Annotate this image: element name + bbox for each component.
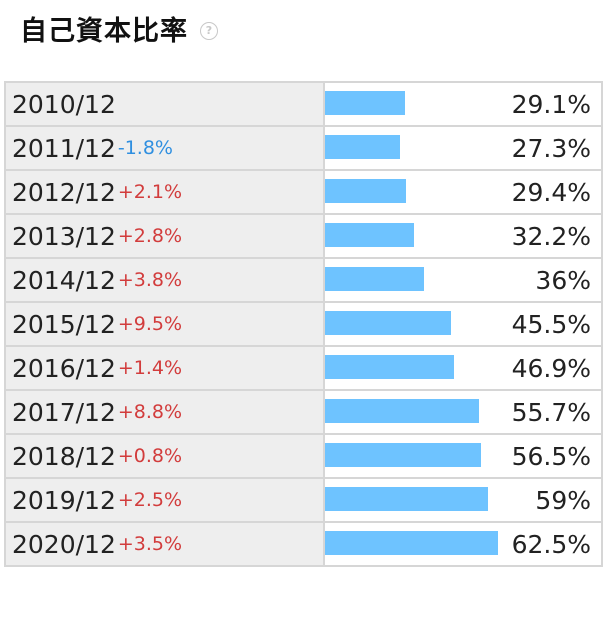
change-label: +0.8% (117, 445, 183, 467)
change-label: +2.8% (117, 225, 183, 247)
change-label: +3.5% (117, 533, 183, 555)
table-row: 2012/12 +2.1% 29.4% (4, 169, 603, 215)
value-label: 29.1% (511, 90, 591, 119)
value-label: 45.5% (511, 310, 591, 339)
table-row: 2011/12 -1.8% 27.3% (4, 125, 603, 171)
bar (325, 355, 454, 379)
bar (325, 487, 488, 511)
table-row: 2019/12 +2.5% 59% (4, 477, 603, 523)
year-cell: 2010/12 (4, 81, 325, 127)
value-label: 55.7% (511, 398, 591, 427)
change-label: +8.8% (117, 401, 183, 423)
page-title: 自己資本比率 (20, 15, 188, 47)
bar-cell: 59% (323, 477, 603, 523)
bar (325, 311, 451, 335)
value-label: 27.3% (511, 134, 591, 163)
table-row: 2016/12 +1.4% 46.9% (4, 345, 603, 391)
change-label: +1.4% (117, 357, 183, 379)
table-row: 2020/12 +3.5% 62.5% (4, 521, 603, 567)
bar (325, 179, 406, 203)
year-cell: 2013/12 +2.8% (4, 213, 325, 259)
table-row: 2013/12 +2.8% 32.2% (4, 213, 603, 259)
bar-cell: 27.3% (323, 125, 603, 171)
change-label: +9.5% (117, 313, 183, 335)
table-row: 2018/12 +0.8% 56.5% (4, 433, 603, 479)
table-row: 2015/12 +9.5% 45.5% (4, 301, 603, 347)
bar-cell: 62.5% (323, 521, 603, 567)
bar (325, 531, 498, 555)
question-circle-icon[interactable]: ? (200, 22, 218, 40)
category-label: 2015/12 (12, 309, 116, 339)
year-cell: 2019/12 +2.5% (4, 477, 325, 523)
bar-cell: 32.2% (323, 213, 603, 259)
change-label: -1.8% (117, 137, 173, 159)
year-cell: 2018/12 +0.8% (4, 433, 325, 479)
year-cell: 2011/12 -1.8% (4, 125, 325, 171)
bar (325, 91, 405, 115)
value-label: 56.5% (511, 442, 591, 471)
bar-cell: 46.9% (323, 345, 603, 391)
category-label: 2011/12 (12, 133, 116, 163)
category-label: 2019/12 (12, 485, 116, 515)
table-row: 2017/12 +8.8% 55.7% (4, 389, 603, 435)
year-cell: 2015/12 +9.5% (4, 301, 325, 347)
bar-cell: 29.1% (323, 81, 603, 127)
bar-cell: 45.5% (323, 301, 603, 347)
category-label: 2018/12 (12, 441, 116, 471)
bar (325, 223, 414, 247)
change-label: +2.1% (117, 181, 183, 203)
value-label: 46.9% (511, 354, 591, 383)
category-label: 2017/12 (12, 397, 116, 427)
bar (325, 267, 424, 291)
category-label: 2016/12 (12, 353, 116, 383)
category-label: 2012/12 (12, 177, 116, 207)
category-label: 2020/12 (12, 529, 116, 559)
year-cell: 2016/12 +1.4% (4, 345, 325, 391)
year-cell: 2020/12 +3.5% (4, 521, 325, 567)
bar (325, 443, 481, 467)
value-label: 62.5% (511, 530, 591, 559)
value-label: 36% (535, 266, 591, 295)
bar-cell: 36% (323, 257, 603, 303)
bar-cell: 56.5% (323, 433, 603, 479)
change-label: +3.8% (117, 269, 183, 291)
table-row: 2010/12 29.1% (4, 81, 603, 127)
category-label: 2014/12 (12, 265, 116, 295)
year-cell: 2017/12 +8.8% (4, 389, 325, 435)
value-label: 29.4% (511, 178, 591, 207)
equity-ratio-table: 2010/12 29.1% 2011/12 -1.8% 27.3% 2012/12 +2.1… (4, 81, 603, 567)
equity-ratio-rows: 2010/12 29.1% 2011/12 -1.8% 27.3% 2012/12 +2.1… (4, 81, 603, 567)
bar (325, 135, 400, 159)
title-area: 自己資本比率 ? (20, 8, 218, 48)
category-label: 2010/12 (12, 89, 116, 119)
bar-cell: 55.7% (323, 389, 603, 435)
value-label: 59% (535, 486, 591, 515)
year-cell: 2014/12 +3.8% (4, 257, 325, 303)
bar-cell: 29.4% (323, 169, 603, 215)
table-row: 2014/12 +3.8% 36% (4, 257, 603, 303)
change-label: +2.5% (117, 489, 183, 511)
category-label: 2013/12 (12, 221, 116, 251)
value-label: 32.2% (511, 222, 591, 251)
bar (325, 399, 479, 423)
year-cell: 2012/12 +2.1% (4, 169, 325, 215)
